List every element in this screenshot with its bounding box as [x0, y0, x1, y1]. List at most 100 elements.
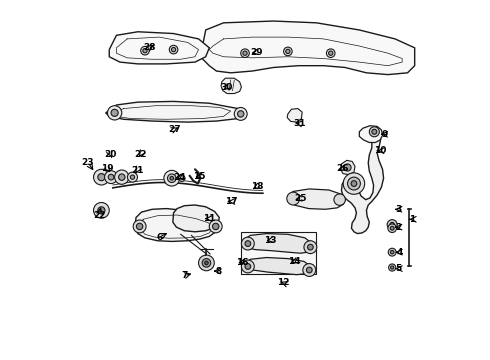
Circle shape — [130, 175, 135, 179]
Circle shape — [326, 49, 335, 58]
Text: 29: 29 — [250, 48, 263, 57]
Text: 5: 5 — [395, 264, 402, 273]
Circle shape — [168, 174, 176, 183]
Text: 3: 3 — [395, 205, 402, 214]
Circle shape — [286, 49, 290, 54]
Polygon shape — [245, 257, 311, 275]
Text: 15: 15 — [193, 172, 205, 181]
Text: 17: 17 — [225, 197, 238, 206]
Circle shape — [242, 260, 254, 273]
Text: 20: 20 — [104, 150, 117, 159]
Text: 27: 27 — [168, 125, 181, 134]
Text: 21: 21 — [131, 166, 144, 175]
Text: 2: 2 — [395, 222, 402, 231]
Bar — [242, 232, 317, 274]
Polygon shape — [245, 234, 312, 253]
Circle shape — [169, 45, 178, 54]
Text: 4: 4 — [396, 248, 402, 257]
Polygon shape — [202, 21, 415, 75]
Text: 28: 28 — [143, 43, 155, 52]
Circle shape — [98, 207, 105, 214]
Text: 10: 10 — [374, 146, 386, 155]
Circle shape — [390, 222, 394, 227]
Circle shape — [133, 220, 146, 233]
Text: 7: 7 — [181, 271, 188, 280]
Text: 30: 30 — [220, 83, 233, 92]
Circle shape — [243, 51, 247, 55]
Circle shape — [387, 220, 397, 230]
Circle shape — [202, 258, 211, 267]
Polygon shape — [342, 135, 384, 234]
Text: 14: 14 — [288, 257, 300, 266]
Circle shape — [304, 241, 317, 253]
Circle shape — [94, 203, 109, 218]
Circle shape — [209, 220, 222, 233]
Circle shape — [205, 261, 208, 265]
Circle shape — [329, 51, 333, 55]
Circle shape — [136, 223, 143, 230]
Circle shape — [104, 171, 118, 184]
Circle shape — [284, 47, 292, 56]
Circle shape — [127, 172, 138, 182]
Circle shape — [391, 266, 394, 269]
Polygon shape — [359, 126, 383, 143]
Circle shape — [241, 49, 249, 58]
Circle shape — [389, 264, 396, 271]
Text: 26: 26 — [337, 164, 349, 173]
Polygon shape — [221, 78, 242, 94]
Circle shape — [306, 267, 312, 273]
Text: 9: 9 — [382, 130, 388, 139]
Circle shape — [388, 248, 396, 256]
Polygon shape — [135, 208, 218, 242]
Text: 22: 22 — [93, 211, 105, 220]
Circle shape — [143, 49, 147, 53]
Text: 19: 19 — [101, 164, 114, 173]
Circle shape — [391, 251, 394, 254]
Circle shape — [164, 170, 180, 186]
Text: 11: 11 — [203, 214, 216, 223]
Polygon shape — [106, 102, 245, 122]
Text: 31: 31 — [293, 119, 306, 128]
Circle shape — [369, 127, 379, 137]
Circle shape — [347, 177, 360, 190]
Text: 18: 18 — [251, 182, 264, 191]
Circle shape — [234, 108, 247, 120]
Circle shape — [245, 264, 251, 269]
Circle shape — [344, 164, 351, 171]
Polygon shape — [288, 189, 345, 209]
Text: 6: 6 — [156, 233, 162, 242]
Polygon shape — [109, 32, 209, 64]
Circle shape — [372, 129, 377, 134]
Circle shape — [119, 174, 125, 180]
Text: 25: 25 — [294, 194, 307, 203]
Circle shape — [213, 223, 219, 230]
Circle shape — [94, 169, 109, 185]
Circle shape — [108, 174, 114, 180]
Circle shape — [178, 175, 185, 181]
Circle shape — [172, 48, 176, 52]
Circle shape — [351, 181, 357, 186]
Circle shape — [111, 109, 118, 116]
Circle shape — [141, 46, 149, 55]
Circle shape — [245, 241, 251, 247]
Circle shape — [107, 106, 122, 120]
Circle shape — [115, 170, 129, 184]
Circle shape — [303, 264, 316, 276]
Circle shape — [287, 192, 300, 205]
Circle shape — [238, 111, 244, 117]
Text: 1: 1 — [409, 215, 416, 224]
Circle shape — [334, 194, 345, 205]
Text: 12: 12 — [277, 278, 290, 287]
Text: 16: 16 — [236, 258, 248, 267]
Circle shape — [390, 226, 394, 230]
Circle shape — [343, 173, 365, 194]
Polygon shape — [173, 205, 220, 232]
Polygon shape — [287, 109, 302, 122]
Text: 24: 24 — [173, 173, 186, 182]
Text: 22: 22 — [134, 150, 147, 159]
Circle shape — [308, 244, 313, 250]
Text: 13: 13 — [265, 235, 277, 244]
Circle shape — [98, 174, 105, 181]
Circle shape — [388, 224, 396, 233]
Polygon shape — [341, 160, 355, 175]
